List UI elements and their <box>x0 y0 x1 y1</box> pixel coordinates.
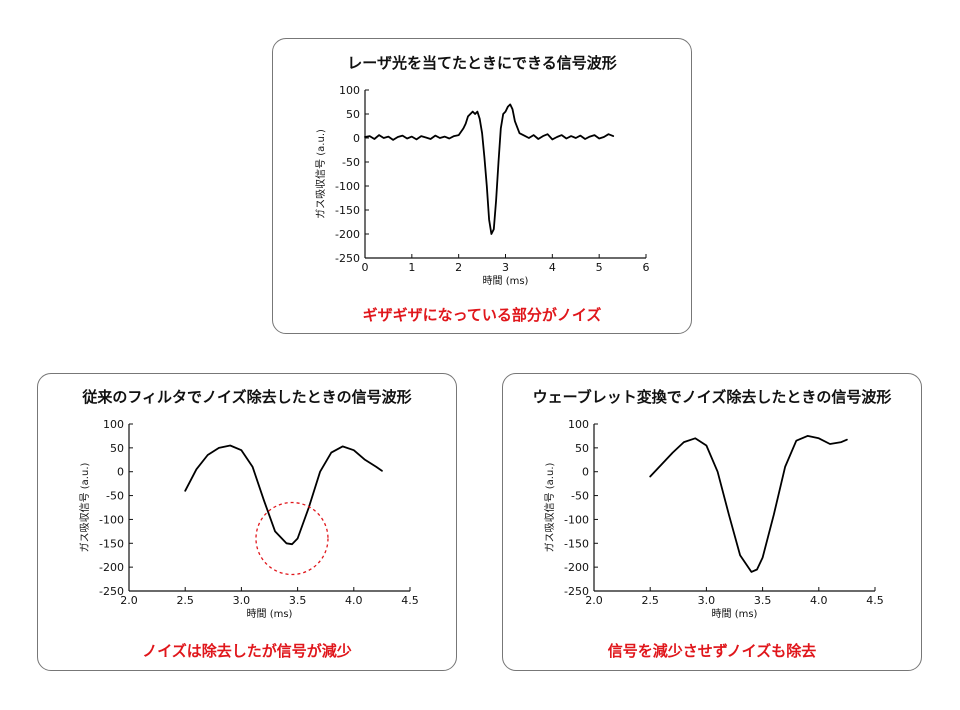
x-tick-label-bottom-right: 2.5 <box>641 594 659 607</box>
x-tick-label-bottom-right: 3.0 <box>698 594 716 607</box>
x-axis-label-bottom-left: 時間 (ms) <box>247 608 293 620</box>
series-line-bottom-left <box>184 444 383 546</box>
x-tick-label-bottom-left: 4.5 <box>401 594 419 607</box>
x-tick-label-top: 0 <box>362 261 369 274</box>
y-tick-label-bottom-right: -250 <box>564 585 589 598</box>
y-tick-label-bottom-right: -50 <box>571 490 589 503</box>
panel-bottom-left: 従来のフィルタでノイズ除去したときの信号波形 ノイズは除去したが信号が減少 <box>37 373 457 671</box>
x-tick-label-bottom-left: 3.5 <box>289 594 307 607</box>
y-tick-label-bottom-left: -200 <box>99 561 124 574</box>
y-tick-label-bottom-right: -150 <box>564 537 589 550</box>
x-tick-label-bottom-left: 3.0 <box>233 594 251 607</box>
y-tick-label-top: -250 <box>335 252 360 265</box>
panel-top: レーザ光を当てたときにできる信号波形 ギザギザになっている部分がノイズ <box>272 38 692 334</box>
x-tick-label-top: 4 <box>549 261 556 274</box>
y-tick-label-bottom-left: 100 <box>103 418 124 431</box>
x-tick-label-top: 1 <box>408 261 415 274</box>
chart-title-bottom-left: 従来のフィルタでノイズ除去したときの信号波形 <box>82 388 412 406</box>
caption-top: ギザギザになっている部分がノイズ <box>362 306 602 324</box>
chart-title-top: レーザ光を当てたときにできる信号波形 <box>347 54 617 72</box>
x-axis-label-top: 時間 (ms) <box>483 275 529 287</box>
y-tick-label-bottom-right: 100 <box>568 418 589 431</box>
y-tick-label-bottom-right: 50 <box>575 442 589 455</box>
y-tick-label-top: 50 <box>346 108 360 121</box>
panel-bottom-right: ウェーブレット変換でノイズ除去したときの信号波形 信号を減少させずノイズも除去 <box>502 373 922 671</box>
y-tick-label-bottom-left: -250 <box>99 585 124 598</box>
x-tick-label-top: 5 <box>596 261 603 274</box>
caption-bottom-right: 信号を減少させずノイズも除去 <box>607 642 817 660</box>
y-axis-label-top: ガス吸収信号 (a.u.) <box>315 129 327 219</box>
y-tick-label-bottom-left: 0 <box>117 466 124 479</box>
x-tick-label-bottom-right: 2.0 <box>585 594 603 607</box>
y-tick-label-bottom-right: -100 <box>564 513 589 526</box>
y-tick-label-bottom-right: -200 <box>564 561 589 574</box>
x-tick-label-bottom-right: 3.5 <box>754 594 772 607</box>
x-tick-label-top: 2 <box>455 261 462 274</box>
chart-title-bottom-right: ウェーブレット変換でノイズ除去したときの信号波形 <box>532 388 892 406</box>
y-tick-label-bottom-left: -150 <box>99 537 124 550</box>
series-line-bottom-right <box>649 435 848 573</box>
caption-bottom-left: ノイズは除去したが信号が減少 <box>142 642 352 660</box>
x-tick-label-top: 3 <box>502 261 509 274</box>
y-tick-label-top: 100 <box>339 84 360 97</box>
y-tick-label-top: -100 <box>335 180 360 193</box>
y-tick-label-top: -150 <box>335 204 360 217</box>
x-tick-label-top: 6 <box>643 261 650 274</box>
y-tick-label-bottom-right: 0 <box>582 466 589 479</box>
y-tick-label-top: -50 <box>342 156 360 169</box>
highlight-circle-bottom-left <box>255 501 329 576</box>
series-line-top <box>364 103 615 235</box>
x-tick-label-bottom-left: 2.5 <box>176 594 194 607</box>
y-axis-label-bottom-right: ガス吸収信号 (a.u.) <box>544 463 556 553</box>
x-tick-label-bottom-right: 4.5 <box>866 594 884 607</box>
y-tick-label-bottom-left: 50 <box>110 442 124 455</box>
y-tick-label-top: 0 <box>353 132 360 145</box>
x-tick-label-bottom-right: 4.0 <box>810 594 828 607</box>
y-tick-label-bottom-left: -50 <box>106 490 124 503</box>
x-tick-label-bottom-left: 2.0 <box>120 594 138 607</box>
y-tick-label-bottom-left: -100 <box>99 513 124 526</box>
x-tick-label-bottom-left: 4.0 <box>345 594 363 607</box>
y-tick-label-top: -200 <box>335 228 360 241</box>
x-axis-label-bottom-right: 時間 (ms) <box>712 608 758 620</box>
y-axis-label-bottom-left: ガス吸収信号 (a.u.) <box>79 463 91 553</box>
